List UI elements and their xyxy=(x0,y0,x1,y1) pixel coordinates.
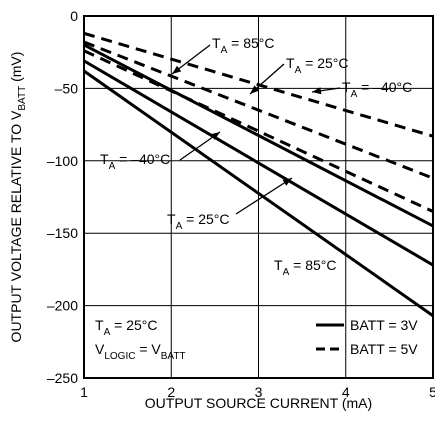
series-line-2 xyxy=(83,69,434,317)
y-tick-label-0: 0 xyxy=(70,8,78,24)
x-tick-label-4: 5 xyxy=(429,384,435,400)
annotation-tm40-left: TA = –40°C xyxy=(100,151,170,172)
annotation-t85-bottom: TA = 85°C xyxy=(274,257,336,278)
series-line-5 xyxy=(83,49,434,213)
x-tick-label-1: 2 xyxy=(167,384,175,400)
condition-ta: TA = 25°C xyxy=(95,317,157,338)
condition-vlogic: VLOGIC = VBATT xyxy=(95,341,186,362)
annotations: TA = 85°C TA = 25°C TA = –40°C TA = –40°C TA… xyxy=(95,35,418,362)
y-tick-label-2: –100 xyxy=(47,153,78,169)
series-line-4 xyxy=(83,40,434,180)
annotation-leader-4 xyxy=(235,177,293,215)
annotation-t25-top: TA = 25°C xyxy=(286,55,348,76)
annotation-arrowhead-0 xyxy=(172,65,182,74)
plot-frame xyxy=(83,15,434,379)
legend-label-1: BATT = 5V xyxy=(350,341,418,357)
annotation-arrowhead-1 xyxy=(250,85,260,94)
series-lines xyxy=(83,31,434,317)
series-line-0 xyxy=(83,43,434,228)
y-axis-label: OUTPUT VOLTAGE RELATIVE TO VBATT (mV) xyxy=(8,52,28,343)
y-tick-label-5: –250 xyxy=(47,370,78,386)
series-line-3 xyxy=(83,31,434,138)
x-tick-label-0: 1 xyxy=(80,384,88,400)
x-tick-label-2: 3 xyxy=(255,384,263,400)
annotation-t25-mid: TA = 25°C xyxy=(167,211,229,232)
annotation-tm40-right: TA = –40°C xyxy=(342,79,412,100)
annotation-t85-top: TA = 85°C xyxy=(212,35,274,56)
legend: BATT = 3V BATT = 5V xyxy=(316,317,418,357)
x-axis-label: OUTPUT SOURCE CURRENT (mA) xyxy=(145,395,372,411)
tick-labels: 1 2 3 4 5 0 –50 –100 –150 –200 –250 xyxy=(47,8,435,400)
annotation-arrowhead-3 xyxy=(210,132,220,141)
x-tick-label-3: 4 xyxy=(342,384,350,400)
series-line-1 xyxy=(83,59,434,267)
y-tick-label-3: –150 xyxy=(47,225,78,241)
legend-label-0: BATT = 3V xyxy=(350,317,418,333)
y-tick-label-4: –200 xyxy=(47,298,78,314)
annotation-arrowhead-2 xyxy=(312,87,322,95)
annotation-leaders xyxy=(171,44,341,215)
y-tick-label-1: –50 xyxy=(55,80,79,96)
annotation-arrowhead-4 xyxy=(282,178,292,186)
